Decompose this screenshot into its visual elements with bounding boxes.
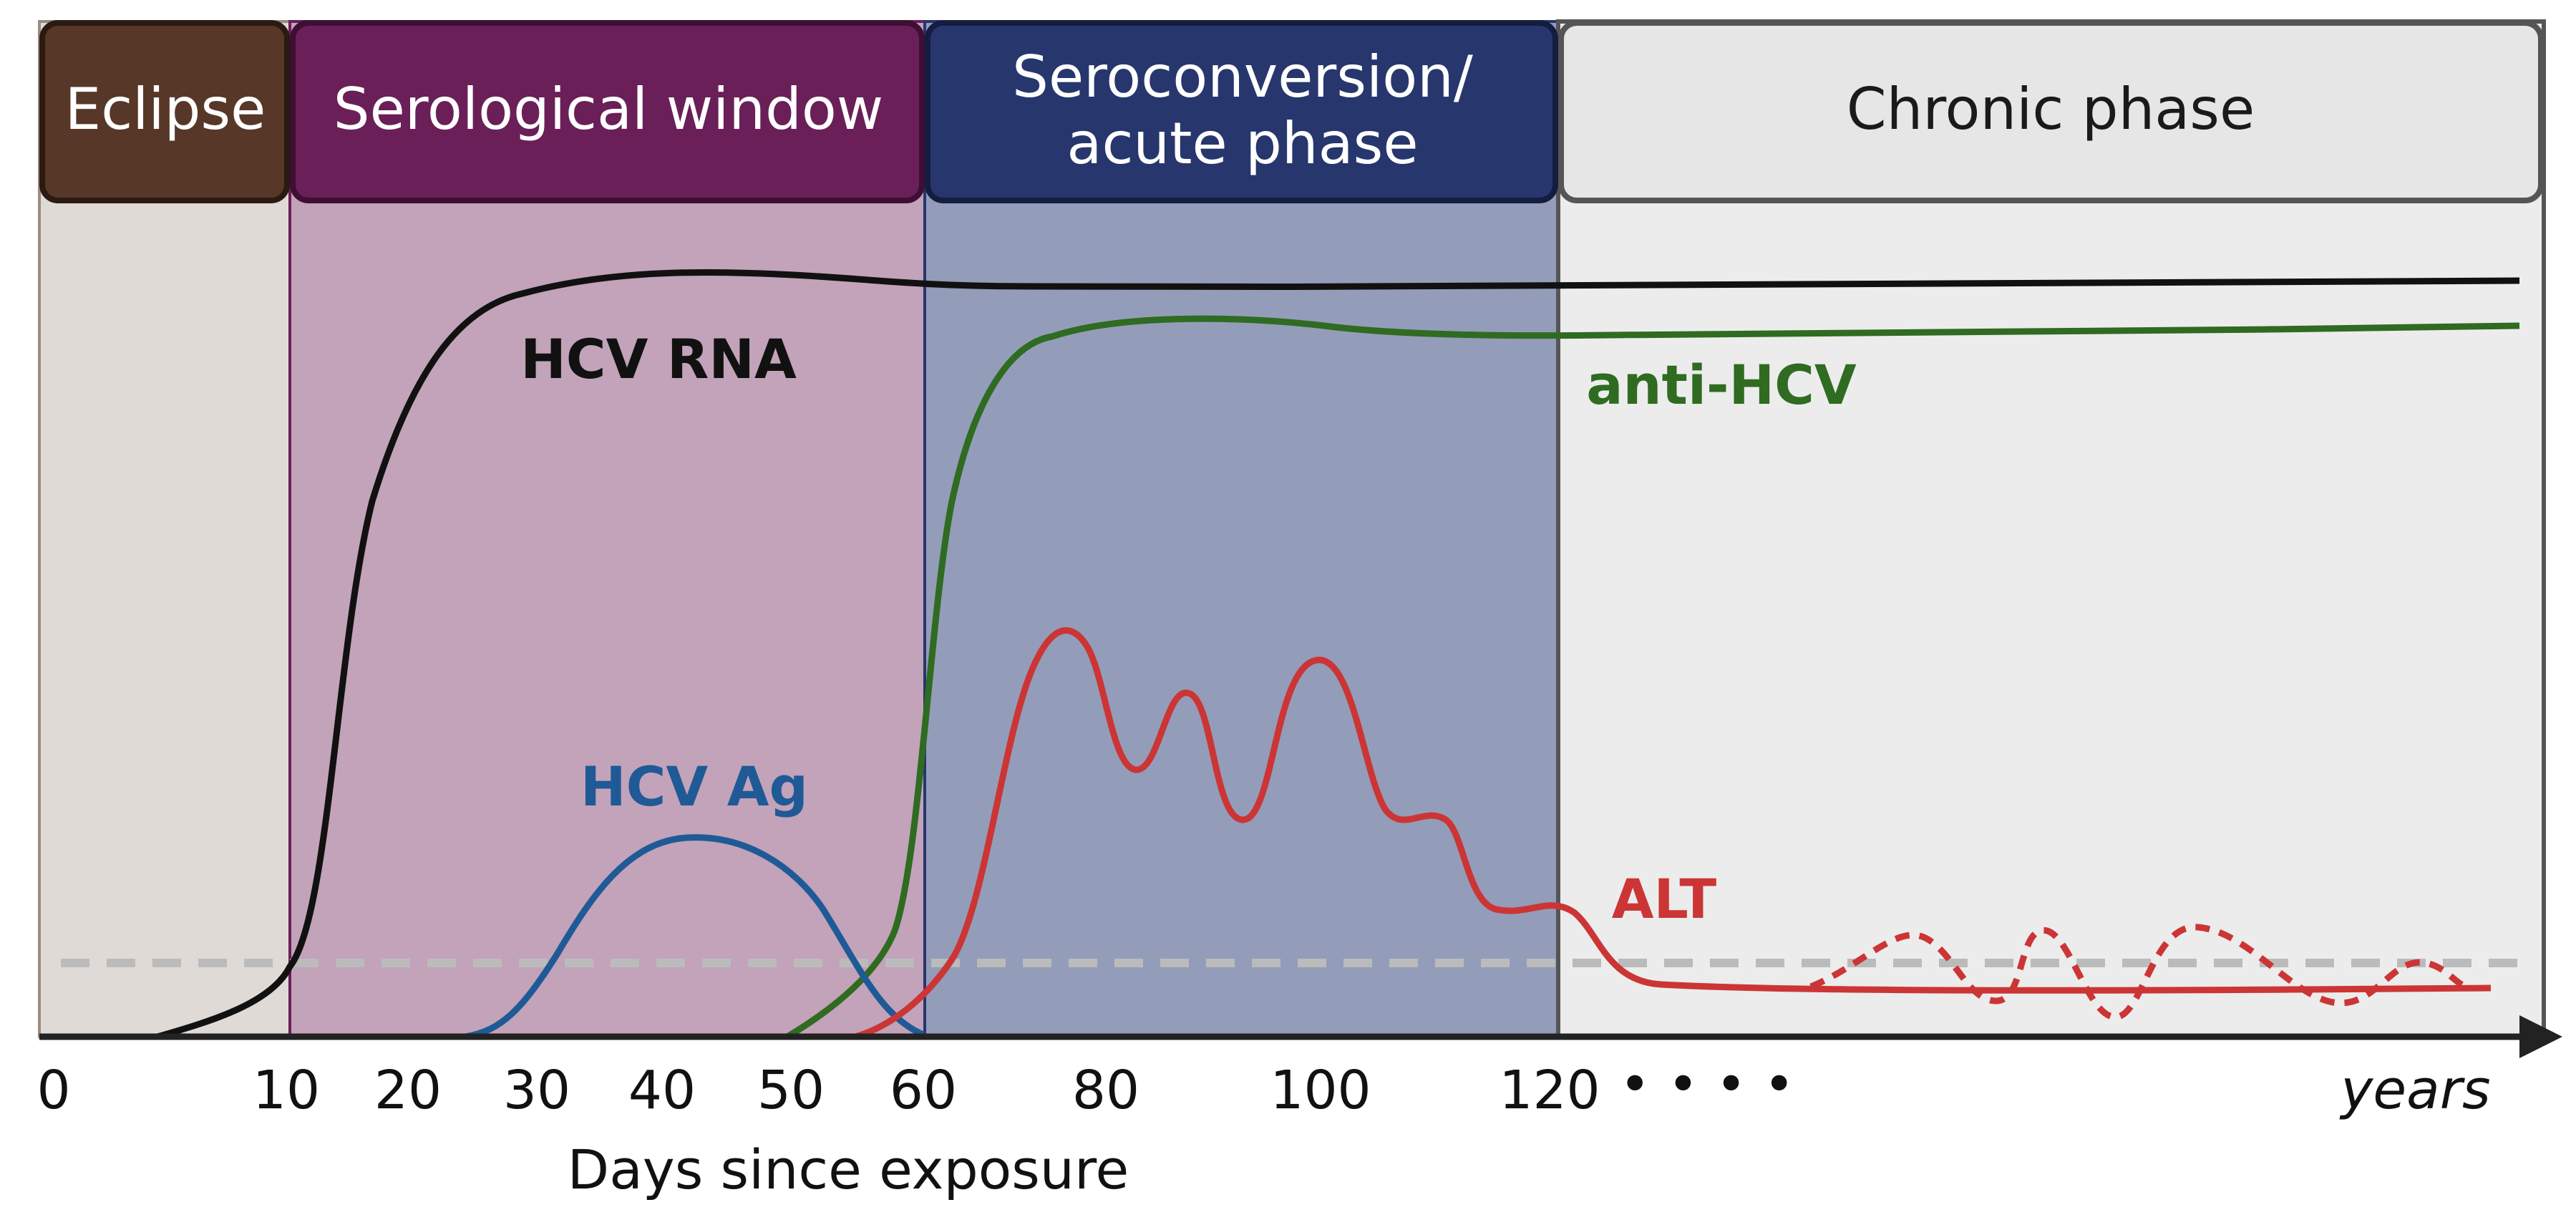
x-axis-title: Days since exposure: [568, 1138, 1129, 1201]
x-axis-arrowhead: [2519, 1015, 2562, 1058]
chronic-phase-header: [1558, 20, 2544, 203]
anti-hcv-curve: [785, 315, 2520, 1040]
tick-label-20: 20: [374, 1060, 442, 1121]
chronic-phase-label: Chronic phase: [1847, 76, 2255, 142]
alt-fluctuation-curve: [1809, 924, 2471, 1020]
hcv-ag-label: HCV Ag: [580, 755, 808, 818]
eclipse-phase-header: [39, 20, 290, 203]
axis-ellipsis: • • • •: [1619, 1054, 1794, 1115]
serological-window-phase-header: [290, 20, 925, 203]
tick-label-40: 40: [628, 1060, 696, 1121]
eclipse-phase-label: Eclipse: [65, 76, 266, 142]
anti-hcv-label: anti-HCV: [1586, 353, 1857, 417]
tick-label-100: 100: [1270, 1060, 1371, 1121]
tick-label-30: 30: [503, 1060, 570, 1121]
tick-label-80: 80: [1072, 1060, 1139, 1121]
alt-curve: [854, 627, 2492, 1040]
years-label: years: [2339, 1057, 2490, 1121]
seroconversion-phase-label-line1: Seroconversion/: [1012, 44, 1473, 110]
hcv-rna-curve: [156, 268, 2520, 1040]
serological-window-phase-label: Serological window: [334, 76, 883, 142]
tick-label-120: 120: [1499, 1060, 1600, 1121]
tick-label-0: 0: [37, 1060, 70, 1121]
seroconversion-phase-label-line2: acute phase: [1066, 110, 1418, 177]
tick-label-50: 50: [757, 1060, 825, 1121]
tick-label-60: 60: [890, 1060, 957, 1121]
seroconversion-phase-header: [925, 20, 1558, 203]
hcv-rna-label: HCV RNA: [520, 327, 797, 391]
hcv-ag-curve: [465, 834, 925, 1040]
alt-label: ALT: [1612, 867, 1717, 931]
tick-label-10: 10: [253, 1060, 320, 1121]
